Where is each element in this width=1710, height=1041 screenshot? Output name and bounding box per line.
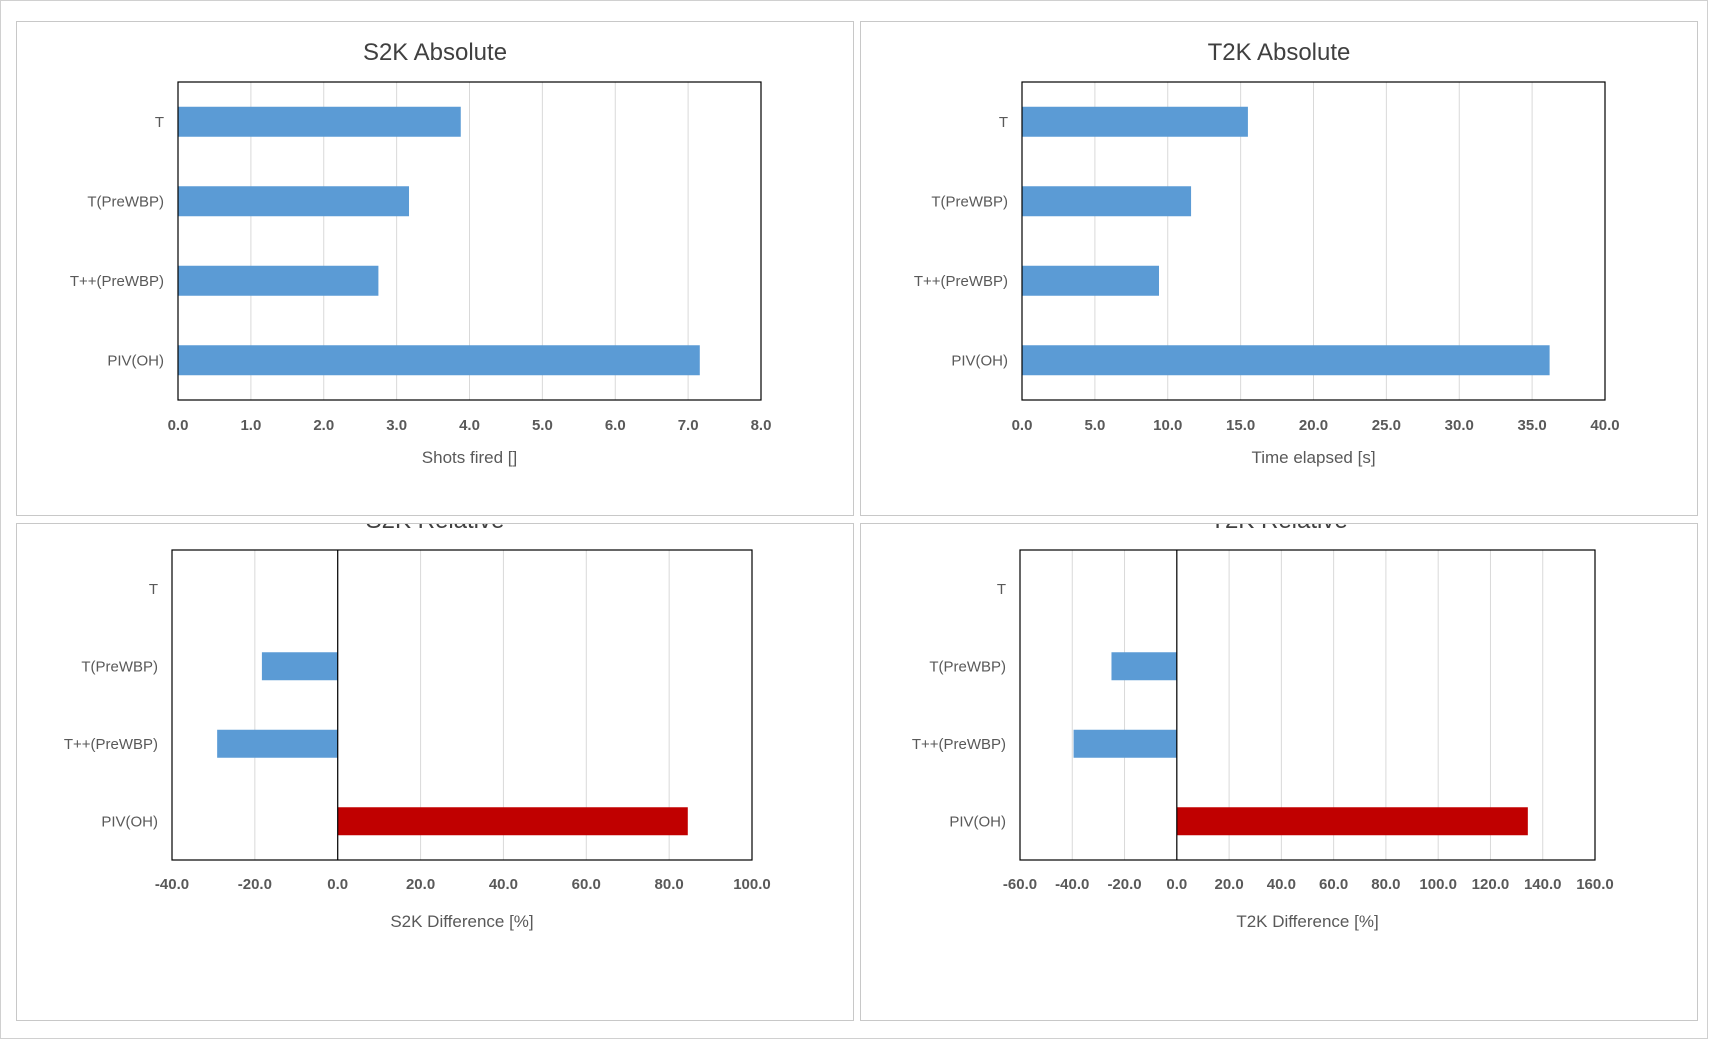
x-axis-label: T2K Difference [%] (1236, 912, 1378, 931)
x-tick-label: 30.0 (1445, 417, 1474, 434)
x-tick-label: 4.0 (459, 417, 480, 434)
category-label: T (149, 581, 158, 598)
category-label: PIV(OH) (951, 352, 1008, 369)
category-label: T(PreWBP) (929, 658, 1006, 675)
category-label: T++(PreWBP) (70, 273, 164, 290)
bar-t-prewbp (261, 652, 338, 681)
category-label: T++(PreWBP) (64, 736, 158, 753)
bar-t-prewbp (178, 265, 379, 296)
chart-title: T2K Relative (1210, 524, 1347, 534)
x-tick-label: -40.0 (155, 876, 189, 893)
x-tick-label: 1.0 (240, 417, 261, 434)
bar-t-prewbp (178, 186, 410, 217)
bar-t-prewbp (1022, 265, 1160, 296)
category-label: PIV(OH) (107, 352, 164, 369)
x-tick-label: 120.0 (1472, 876, 1510, 893)
category-label: T (999, 114, 1008, 131)
category-label: PIV(OH) (949, 813, 1006, 830)
x-tick-label: 160.0 (1576, 876, 1614, 893)
chart-svg: S2K Relative -40.0 -20.0 0.0 20.0 40.0 60.0 80.… (64, 524, 771, 931)
chart-title: T2K Absolute (1208, 39, 1351, 66)
x-tick-label: 5.0 (1084, 417, 1105, 434)
x-axis-label: S2K Difference [%] (390, 912, 533, 931)
x-tick-label: -20.0 (238, 876, 272, 893)
bar-piv-oh (1022, 345, 1550, 376)
x-tick-label: 15.0 (1226, 417, 1255, 434)
chart-svg: S2K Absolute 0.0 1.0 2.0 3.0 4.0 5.0 6.0 7.0 8.0 T… (70, 39, 772, 467)
x-tick-label: 6.0 (605, 417, 626, 434)
x-tick-label: 0.0 (1012, 417, 1033, 434)
x-tick-label: 0.0 (1166, 876, 1187, 893)
chart-panel-t2k-absolute: T2K Absolute 0.0 5.0 10.0 15.0 20.0 25.0 30.0 35… (860, 21, 1698, 516)
x-tick-label: 3.0 (386, 417, 407, 434)
x-tick-label: 100.0 (733, 876, 771, 893)
x-tick-label: 0.0 (327, 876, 348, 893)
x-tick-label: 35.0 (1518, 417, 1547, 434)
bar-piv-oh (178, 345, 700, 376)
category-label: T(PreWBP) (81, 658, 158, 675)
x-tick-label: 20.0 (406, 876, 435, 893)
x-tick-label: 60.0 (572, 876, 601, 893)
category-label: T (155, 114, 164, 131)
bar-t (178, 106, 461, 137)
x-tick-label: 140.0 (1524, 876, 1562, 893)
x-tick-label: 80.0 (655, 876, 684, 893)
x-tick-label: 5.0 (532, 417, 553, 434)
chart-svg: T2K Relative -60.0 -40.0 -20.0 0.0 20.0 40.0 60… (912, 524, 1614, 931)
x-tick-label: 60.0 (1319, 876, 1348, 893)
bar-t-prewbp (1111, 652, 1177, 681)
x-tick-label: -20.0 (1107, 876, 1141, 893)
plot-area-border (171, 549, 753, 861)
chart-title: S2K Relative (366, 524, 505, 534)
plot-area-border (177, 81, 762, 401)
x-tick-label: 0.0 (168, 417, 189, 434)
plot-area-border (1021, 81, 1606, 401)
x-tick-label: 100.0 (1419, 876, 1457, 893)
x-tick-label: 7.0 (678, 417, 699, 434)
chart-panel-s2k-absolute: S2K Absolute 0.0 1.0 2.0 3.0 4.0 5.0 6.0 7.0 8.0 T… (16, 21, 854, 516)
x-tick-label: 40.0 (489, 876, 518, 893)
x-tick-label: -40.0 (1055, 876, 1089, 893)
x-axis-label: Time elapsed [s] (1251, 448, 1375, 467)
bar-t-prewbp (1022, 186, 1192, 217)
chart-panel-s2k-relative: S2K Relative -40.0 -20.0 0.0 20.0 40.0 60.0 80.… (16, 523, 854, 1021)
chart-svg: T2K Absolute 0.0 5.0 10.0 15.0 20.0 25.0 30.0 35… (914, 39, 1620, 467)
bar-t-prewbp (1073, 729, 1177, 758)
bar-t-prewbp (217, 729, 338, 758)
category-label: T++(PreWBP) (914, 273, 1008, 290)
category-label: T(PreWBP) (87, 193, 164, 210)
category-label: PIV(OH) (101, 813, 158, 830)
x-tick-label: 2.0 (313, 417, 334, 434)
x-tick-label: 10.0 (1153, 417, 1182, 434)
plot-area-border (1019, 549, 1596, 861)
x-tick-label: 40.0 (1267, 876, 1296, 893)
bar-piv-oh (337, 807, 688, 836)
category-label: T (997, 581, 1006, 598)
x-tick-label: -60.0 (1003, 876, 1037, 893)
bar-t (1022, 106, 1248, 137)
category-label: T++(PreWBP) (912, 736, 1006, 753)
x-tick-label: 80.0 (1371, 876, 1400, 893)
x-tick-label: 20.0 (1299, 417, 1328, 434)
x-tick-label: 8.0 (751, 417, 772, 434)
category-label: T(PreWBP) (931, 193, 1008, 210)
chart-panel-t2k-relative: T2K Relative -60.0 -40.0 -20.0 0.0 20.0 40.0 60… (860, 523, 1698, 1021)
x-tick-label: 25.0 (1372, 417, 1401, 434)
bar-piv-oh (1176, 807, 1528, 836)
x-axis-label: Shots fired [] (422, 448, 517, 467)
x-tick-label: 40.0 (1590, 417, 1619, 434)
x-tick-label: 20.0 (1214, 876, 1243, 893)
chart-title: S2K Absolute (363, 39, 507, 66)
